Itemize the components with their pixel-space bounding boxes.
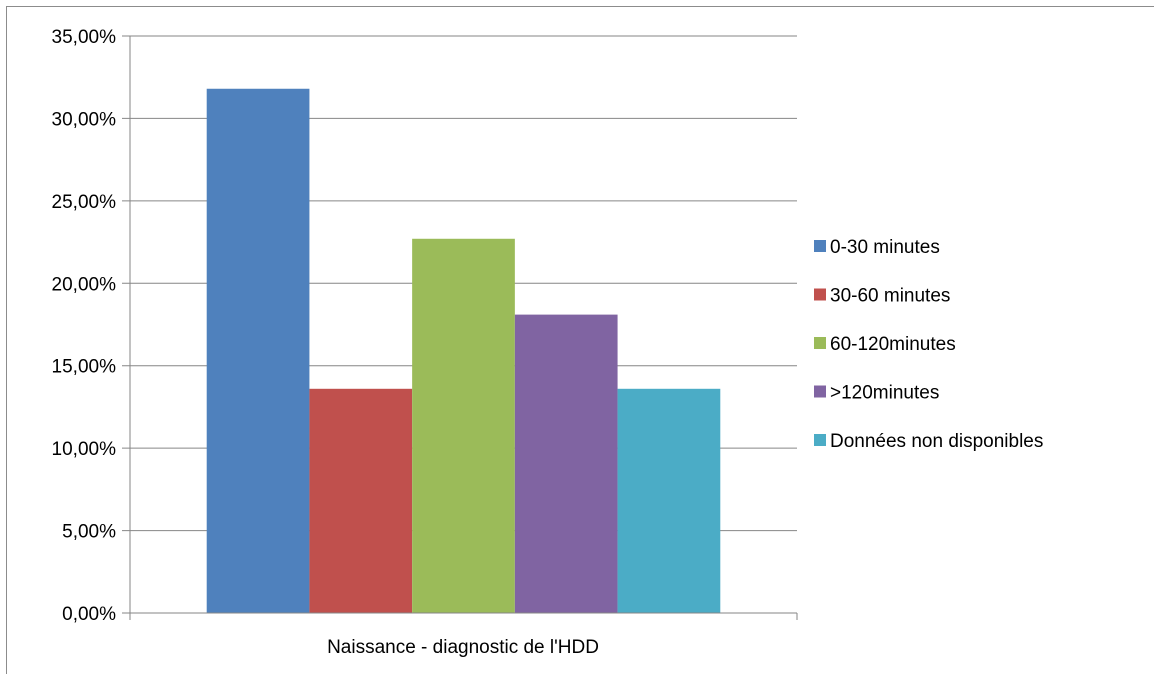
chart-frame — [6, 6, 1154, 674]
y-axis-tick-labels: 0,00% 5,00% 10,00% 15,00% 20,00% 25,00% 30,00%… — [52, 27, 117, 625]
bar — [412, 238, 515, 613]
legend-swatch — [814, 240, 826, 252]
y-tick-label: 35,00% — [52, 27, 117, 48]
legend-swatch — [814, 434, 826, 446]
axes — [122, 36, 798, 620]
legend-label: 30-60 minutes — [830, 286, 950, 307]
bar — [617, 388, 721, 613]
category-label: Naissance - diagnostic de l'HDD — [327, 637, 599, 658]
y-tick-label: 5,00% — [62, 522, 116, 543]
y-tick-label: 30,00% — [52, 109, 117, 130]
legend-swatch — [814, 288, 826, 301]
legend-swatch — [814, 337, 826, 349]
bar — [514, 314, 618, 613]
legend: 0-30 minutes 30-60 minutes 60-120minutes >1… — [814, 237, 1043, 452]
legend-label: >120minutes — [830, 383, 939, 404]
legend-label: 60-120minutes — [830, 334, 956, 355]
y-tick-label: 25,00% — [52, 192, 117, 213]
bar — [309, 388, 413, 613]
bar — [206, 88, 310, 614]
y-tick-label: 20,00% — [52, 274, 117, 295]
legend-swatch — [814, 385, 826, 398]
y-tick-label: 10,00% — [52, 439, 117, 460]
legend-label: Données non disponibles — [830, 431, 1043, 452]
bars — [206, 88, 721, 614]
y-tick-label: 0,00% — [62, 604, 116, 625]
y-tick-label: 15,00% — [52, 357, 117, 378]
legend-label: 0-30 minutes — [830, 237, 940, 258]
